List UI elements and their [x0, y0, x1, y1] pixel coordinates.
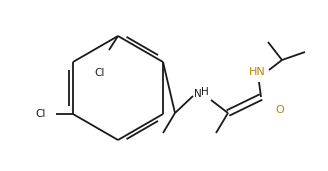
- Text: O: O: [275, 105, 284, 115]
- Text: Cl: Cl: [36, 109, 46, 119]
- Text: H: H: [201, 87, 209, 97]
- Text: Cl: Cl: [95, 68, 105, 78]
- Text: N: N: [194, 89, 202, 99]
- Text: HN: HN: [249, 67, 266, 77]
